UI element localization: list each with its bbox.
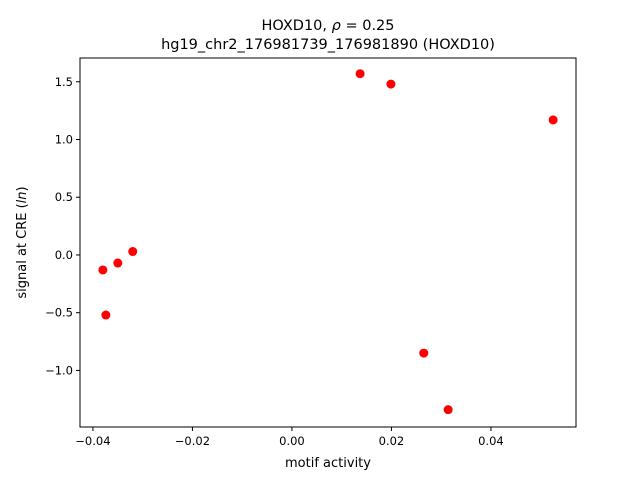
- data-point: [98, 265, 108, 275]
- chart-title-line1: HOXD10, ρ = 0.25: [261, 18, 394, 34]
- y-tick-label: 1.5: [55, 75, 73, 89]
- y-tick-label: −1.0: [45, 363, 73, 377]
- x-tick-label: 0.04: [478, 434, 504, 448]
- data-point: [113, 258, 123, 268]
- chart-title-line2: hg19_chr2_176981739_176981890 (HOXD10): [161, 37, 495, 53]
- data-point: [443, 405, 453, 415]
- x-tick-label: 0.00: [279, 434, 305, 448]
- data-point: [548, 115, 558, 125]
- plot-area-frame: [79, 57, 577, 428]
- y-tick-label: −0.5: [45, 306, 73, 320]
- y-axis-label: signal at CRE (ln): [15, 186, 30, 298]
- x-tick-label: −0.04: [75, 434, 110, 448]
- y-tick-label: 0.0: [55, 248, 73, 262]
- data-point: [355, 69, 365, 79]
- x-axis-label: motif activity: [285, 456, 371, 471]
- data-point: [101, 310, 111, 320]
- y-tick-label: 0.5: [55, 190, 73, 204]
- data-point: [419, 348, 429, 358]
- x-tick-label: −0.02: [175, 434, 210, 448]
- data-point: [386, 79, 396, 89]
- x-tick-label: 0.02: [379, 434, 405, 448]
- data-point: [128, 247, 138, 257]
- y-tick-label: 1.0: [55, 133, 73, 147]
